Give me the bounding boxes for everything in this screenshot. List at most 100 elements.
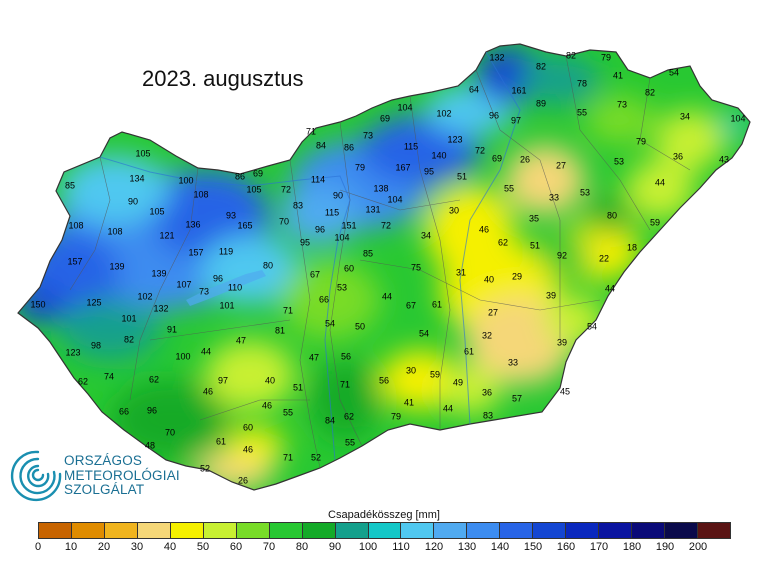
map-title: 2023. augusztus: [142, 66, 304, 91]
station-value: 85: [65, 180, 75, 190]
legend-swatch: [698, 523, 731, 538]
station-value: 139: [109, 261, 124, 271]
legend-tick-label: 20: [97, 541, 111, 553]
station-value: 48: [145, 440, 155, 450]
station-value: 79: [391, 411, 401, 421]
station-value: 60: [243, 422, 253, 432]
station-value: 132: [153, 303, 168, 313]
station-value: 46: [262, 400, 272, 410]
station-value: 55: [577, 107, 587, 117]
station-value: 97: [511, 115, 521, 125]
legend-tick-label: 90: [328, 541, 342, 553]
station-value: 104: [387, 194, 402, 204]
station-value: 115: [325, 207, 339, 217]
legend-swatch: [500, 523, 534, 538]
station-value: 56: [379, 375, 389, 385]
legend-tick-label: 160: [556, 541, 576, 553]
station-value: 51: [530, 240, 540, 250]
station-value: 86: [344, 142, 354, 152]
station-value: 121: [159, 230, 174, 240]
legend-swatch: [665, 523, 699, 538]
station-value: 97: [218, 375, 228, 385]
legend-tick-label: 50: [196, 541, 210, 553]
legend-swatch: [467, 523, 501, 538]
station-value: 27: [556, 160, 566, 170]
station-value: 131: [365, 204, 380, 214]
station-value: 46: [203, 386, 213, 396]
logo-line-2: METEOROLÓGIAI: [64, 467, 180, 483]
station-value: 71: [340, 379, 350, 389]
station-value: 115: [404, 141, 418, 151]
station-value: 101: [219, 300, 234, 310]
station-value: 31: [456, 267, 466, 277]
station-value: 96: [489, 110, 499, 120]
legend-swatch: [203, 523, 237, 538]
station-values: 132 82 79 82 41 54 64 161 78 82 89 73 104 102 96 97 55 34…: [30, 50, 745, 485]
station-value: 47: [309, 352, 319, 362]
station-value: 56: [341, 351, 351, 361]
station-value: 33: [549, 192, 559, 202]
station-value: 41: [404, 397, 414, 407]
station-value: 86: [235, 171, 245, 181]
legend-tick-label: 150: [523, 541, 543, 553]
station-value: 100: [178, 175, 193, 185]
station-value: 107: [176, 279, 191, 289]
station-value: 82: [536, 61, 546, 71]
legend-tick-label: 180: [622, 541, 642, 553]
station-value: 30: [449, 205, 459, 215]
station-value: 18: [627, 242, 637, 252]
legend-tick-label: 0: [34, 541, 42, 553]
station-value: 54: [669, 67, 679, 77]
station-value: 22: [599, 253, 609, 263]
station-value: 66: [119, 406, 129, 416]
station-value: 40: [265, 375, 275, 385]
legend-swatch: [269, 523, 303, 538]
station-value: 47: [236, 335, 246, 345]
legend-swatch: [137, 523, 171, 538]
station-value: 57: [512, 393, 522, 403]
legend-swatch: [566, 523, 600, 538]
station-value: 95: [424, 166, 434, 176]
station-value: 90: [333, 190, 343, 200]
station-value: 61: [216, 436, 226, 446]
station-value: 108: [68, 220, 83, 230]
station-value: 59: [430, 369, 440, 379]
station-value: 26: [520, 154, 530, 164]
omsz-logo: [10, 450, 62, 502]
station-value: 40: [484, 274, 494, 284]
legend-tick-label: 40: [163, 541, 177, 553]
station-value: 91: [167, 324, 177, 334]
legend-swatch: [368, 523, 402, 538]
legend-tick-label: 10: [64, 541, 78, 553]
station-value: 70: [165, 427, 175, 437]
station-value: 78: [577, 78, 587, 88]
station-value: 82: [124, 334, 134, 344]
station-value: 85: [363, 248, 373, 258]
station-value: 62: [149, 374, 159, 384]
station-value: 134: [129, 173, 144, 183]
legend-swatch: [401, 523, 435, 538]
station-value: 82: [645, 87, 655, 97]
station-value: 89: [536, 98, 546, 108]
station-value: 55: [283, 407, 293, 417]
station-value: 52: [311, 452, 321, 462]
legend-color-bar: [38, 522, 731, 539]
station-value: 80: [263, 260, 273, 270]
station-value: 71: [283, 305, 293, 315]
station-value: 79: [355, 162, 365, 172]
station-value: 79: [601, 52, 611, 62]
station-value: 71: [306, 126, 316, 136]
legend-tick-label: 120: [424, 541, 444, 553]
station-value: 32: [482, 330, 492, 340]
country-outline: [17, 43, 751, 491]
station-value: 46: [243, 444, 253, 454]
station-value: 96: [147, 405, 157, 415]
station-value: 108: [193, 189, 208, 199]
station-value: 72: [381, 220, 391, 230]
legend-swatch: [533, 523, 567, 538]
station-value: 136: [185, 219, 200, 229]
station-value: 64: [469, 84, 479, 94]
station-value: 60: [344, 263, 354, 273]
county-borders: [69, 55, 691, 469]
station-value: 150: [30, 299, 45, 309]
